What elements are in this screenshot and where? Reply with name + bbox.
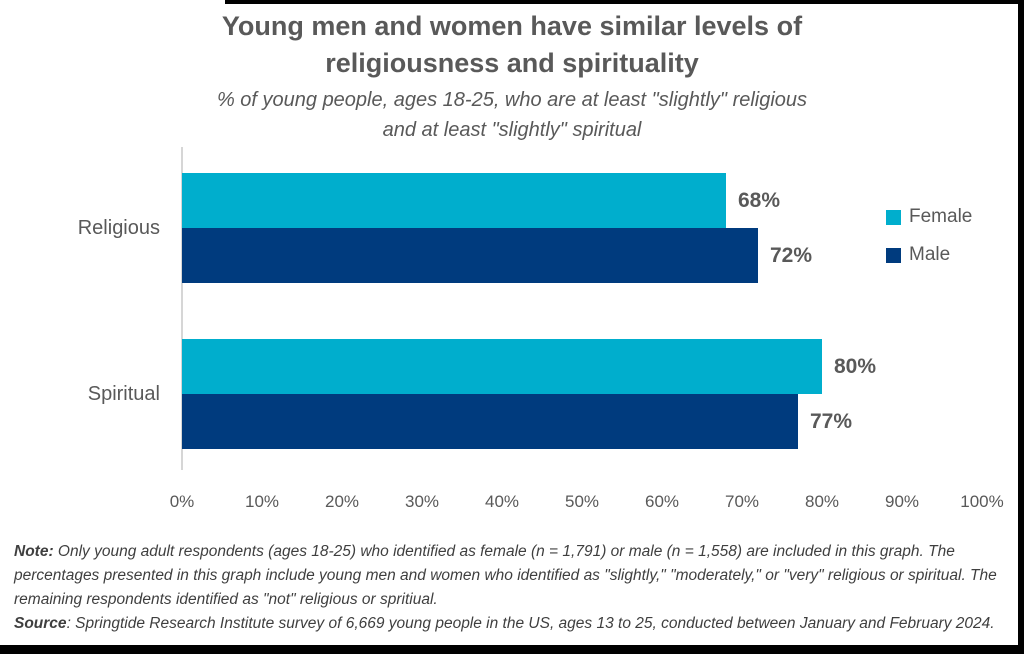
x-axis-tick-60: 60% bbox=[644, 492, 680, 511]
bar-row-religious-female: 68% bbox=[182, 173, 780, 228]
screenshot-top-border bbox=[225, 0, 1024, 4]
screenshot-bottom-border bbox=[0, 645, 1024, 654]
value-label-religious-male: 72% bbox=[770, 243, 813, 267]
category-label-spiritual: Spiritual bbox=[87, 383, 160, 405]
value-label-religious-female: 68% bbox=[738, 188, 781, 212]
source-text: : Springtide Research Institute survey o… bbox=[66, 615, 995, 632]
bar-religious-male bbox=[182, 228, 758, 283]
value-label-spiritual-female: 80% bbox=[834, 354, 877, 378]
legend: Female Male bbox=[886, 205, 972, 281]
chart-subtitle-line2: and at least "slightly" spiritual bbox=[382, 119, 642, 141]
category-label-religious: Religious bbox=[77, 217, 160, 239]
x-axis-tick-40: 40% bbox=[484, 492, 520, 511]
bar-row-religious-male: 72% bbox=[182, 228, 812, 283]
legend-swatch-male bbox=[886, 247, 901, 263]
note-label: Note: bbox=[14, 543, 54, 560]
bar-spiritual-male bbox=[182, 394, 798, 449]
legend-label-female: Female bbox=[909, 206, 973, 227]
chart-title-line1: Young men and women have similar levels … bbox=[221, 11, 803, 41]
x-axis-tick-90: 90% bbox=[884, 492, 920, 511]
x-axis-tick-100: 100% bbox=[960, 492, 1004, 511]
x-axis-tick-20: 20% bbox=[324, 492, 360, 511]
bar-row-spiritual-male: 77% bbox=[182, 394, 852, 449]
x-axis-tick-70: 70% bbox=[724, 492, 760, 511]
note-paragraph: Note: Only young adult respondents (ages… bbox=[14, 540, 1016, 612]
screenshot-right-border bbox=[1018, 0, 1024, 654]
bar-religious-female bbox=[182, 173, 726, 228]
source-paragraph: Source: Springtide Research Institute su… bbox=[14, 612, 1016, 636]
y-axis-line bbox=[181, 147, 183, 470]
chart-title-line2: religiousness and spirituality bbox=[325, 48, 699, 78]
legend-swatch-female bbox=[886, 209, 901, 225]
note-text: Only young adult respondents (ages 18-25… bbox=[14, 543, 997, 608]
x-axis-tick-0: 0% bbox=[169, 492, 195, 511]
bar-spiritual-female bbox=[182, 339, 822, 394]
footnotes: Note: Only young adult respondents (ages… bbox=[14, 540, 1016, 636]
x-axis-tick-50: 50% bbox=[564, 492, 600, 511]
legend-item-male: Male bbox=[886, 243, 972, 267]
value-label-spiritual-male: 77% bbox=[810, 409, 853, 433]
legend-label-male: Male bbox=[909, 244, 951, 265]
chart-subtitle-line1: % of young people, ages 18-25, who are a… bbox=[216, 89, 808, 111]
x-axis-tick-80: 80% bbox=[804, 492, 840, 511]
x-axis-tick-10: 10% bbox=[244, 492, 280, 511]
source-label: Source bbox=[14, 615, 67, 632]
bar-row-spiritual-female: 80% bbox=[182, 339, 876, 394]
legend-item-female: Female bbox=[886, 205, 972, 229]
x-axis-tick-30: 30% bbox=[404, 492, 440, 511]
